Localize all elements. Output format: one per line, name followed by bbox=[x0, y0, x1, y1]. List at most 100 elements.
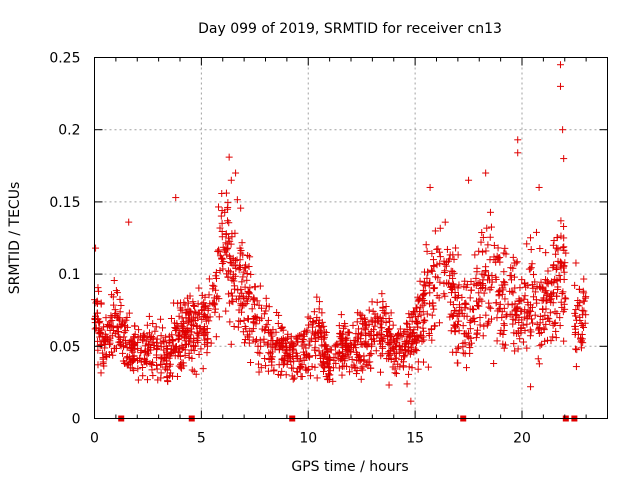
data-point bbox=[145, 340, 153, 348]
data-point bbox=[572, 306, 580, 314]
data-point bbox=[554, 283, 562, 291]
data-point bbox=[125, 218, 133, 226]
data-point bbox=[456, 310, 464, 318]
data-point bbox=[218, 189, 226, 197]
data-point bbox=[515, 313, 523, 321]
data-point bbox=[218, 219, 226, 227]
data-point bbox=[462, 283, 470, 291]
data-point bbox=[496, 254, 504, 262]
data-point bbox=[467, 278, 475, 286]
data-point bbox=[473, 302, 481, 310]
data-point bbox=[161, 365, 169, 373]
data-point bbox=[482, 284, 490, 292]
data-point bbox=[516, 335, 524, 343]
data-point bbox=[500, 278, 508, 286]
data-point bbox=[429, 256, 437, 264]
data-point bbox=[320, 367, 328, 375]
data-point bbox=[391, 343, 399, 351]
data-point bbox=[494, 244, 502, 252]
data-point bbox=[447, 327, 455, 335]
data-point bbox=[440, 279, 448, 287]
data-point bbox=[134, 365, 142, 373]
x-tick-label: 5 bbox=[197, 431, 206, 447]
data-point bbox=[300, 356, 308, 364]
data-point bbox=[483, 224, 491, 232]
data-point bbox=[413, 319, 421, 327]
data-point bbox=[330, 353, 338, 361]
data-point bbox=[335, 322, 343, 330]
data-point bbox=[496, 304, 504, 312]
data-point bbox=[241, 283, 249, 291]
data-point bbox=[115, 328, 123, 336]
data-point bbox=[212, 333, 220, 341]
data-point bbox=[453, 359, 461, 367]
data-point bbox=[337, 335, 345, 343]
data-point bbox=[467, 286, 475, 294]
data-point bbox=[337, 355, 345, 363]
data-point bbox=[402, 346, 410, 354]
data-point bbox=[535, 183, 543, 191]
y-tick-label: 0 bbox=[72, 412, 81, 428]
data-point bbox=[542, 249, 550, 257]
data-point bbox=[175, 312, 183, 320]
data-point bbox=[547, 298, 555, 306]
data-point bbox=[408, 347, 416, 355]
data-point bbox=[270, 366, 278, 374]
data-point bbox=[500, 268, 508, 276]
data-point bbox=[261, 355, 269, 363]
data-point bbox=[287, 358, 295, 366]
data-point bbox=[197, 345, 205, 353]
data-point bbox=[454, 345, 462, 353]
data-point bbox=[527, 264, 535, 272]
data-point bbox=[186, 307, 194, 315]
data-point bbox=[549, 289, 557, 297]
data-point bbox=[412, 339, 420, 347]
data-point bbox=[92, 324, 100, 332]
data-point bbox=[487, 223, 495, 231]
data-point bbox=[553, 276, 561, 284]
data-point bbox=[187, 346, 195, 354]
data-point bbox=[265, 349, 273, 357]
data-point bbox=[523, 320, 531, 328]
data-point bbox=[493, 337, 501, 345]
data-point bbox=[371, 318, 379, 326]
data-point bbox=[215, 248, 223, 256]
data-point bbox=[227, 289, 235, 297]
data-point bbox=[407, 344, 415, 352]
data-point bbox=[436, 224, 444, 232]
x-tick-label: 15 bbox=[406, 431, 424, 447]
data-point bbox=[490, 256, 498, 264]
data-point bbox=[549, 264, 557, 272]
data-point bbox=[211, 305, 219, 313]
data-point bbox=[513, 304, 521, 312]
data-point bbox=[184, 318, 192, 326]
data-point bbox=[538, 297, 546, 305]
data-point bbox=[538, 340, 546, 348]
data-point bbox=[309, 320, 317, 328]
x-tick-label: 10 bbox=[299, 431, 317, 447]
data-point bbox=[514, 149, 522, 157]
data-point bbox=[153, 354, 161, 362]
data-point bbox=[134, 376, 142, 384]
data-point bbox=[379, 303, 387, 311]
data-point bbox=[233, 196, 241, 204]
data-point bbox=[350, 361, 358, 369]
data-point bbox=[352, 348, 360, 356]
data-point bbox=[435, 319, 443, 327]
data-point bbox=[507, 271, 515, 279]
data-point bbox=[413, 304, 421, 312]
data-point bbox=[365, 351, 373, 359]
data-point bbox=[326, 346, 334, 354]
data-point bbox=[152, 323, 160, 331]
data-point bbox=[466, 294, 474, 302]
data-point bbox=[277, 336, 285, 344]
data-point bbox=[436, 253, 444, 261]
data-point bbox=[398, 356, 406, 364]
data-point bbox=[510, 329, 518, 337]
data-point bbox=[171, 324, 179, 332]
data-point bbox=[106, 318, 114, 326]
data-point bbox=[424, 363, 432, 371]
data-point bbox=[211, 308, 219, 316]
data-point bbox=[377, 352, 385, 360]
data-point bbox=[400, 363, 408, 371]
